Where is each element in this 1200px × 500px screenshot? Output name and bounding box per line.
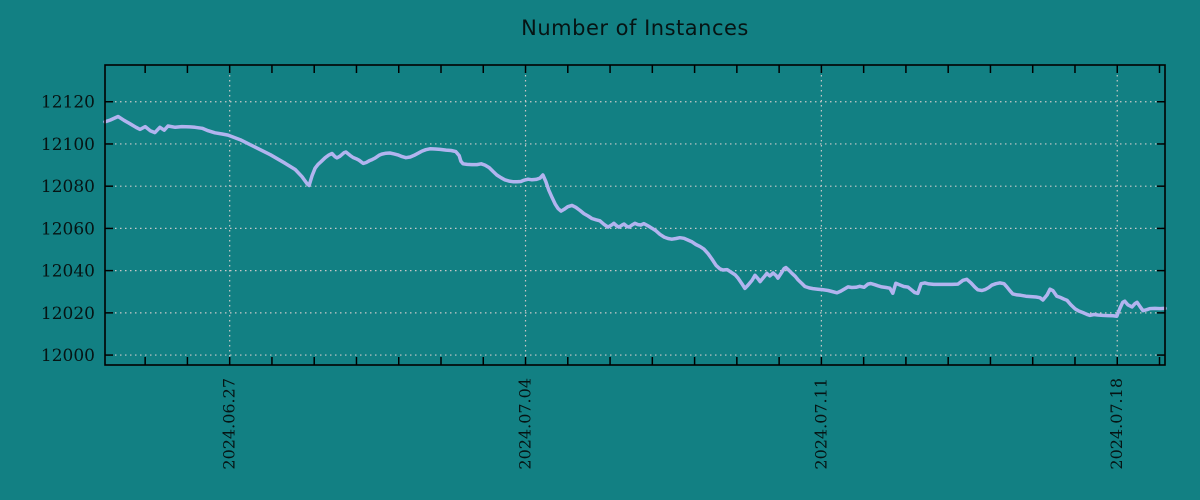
y-tick-label: 12000 [41,346,95,366]
y-tick-label: 12020 [41,304,95,324]
y-tick-label: 12060 [41,219,95,239]
y-tick-label: 12120 [41,93,95,113]
axes-border [104,64,1166,366]
x-tick-label: 2024.07.18 [1107,378,1126,470]
y-tick-label: 12040 [41,262,95,282]
x-tick-label: 2024.07.11 [811,378,830,470]
chart-title: Number of Instances [521,16,749,40]
x-tick-label: 2024.07.04 [516,378,535,470]
x-tick-label: 2024.06.27 [220,378,239,470]
data-line-instances [103,114,1167,318]
plot-background [105,65,1165,365]
y-tick-label: 12100 [41,135,95,155]
y-tick-label: 12080 [41,177,95,197]
